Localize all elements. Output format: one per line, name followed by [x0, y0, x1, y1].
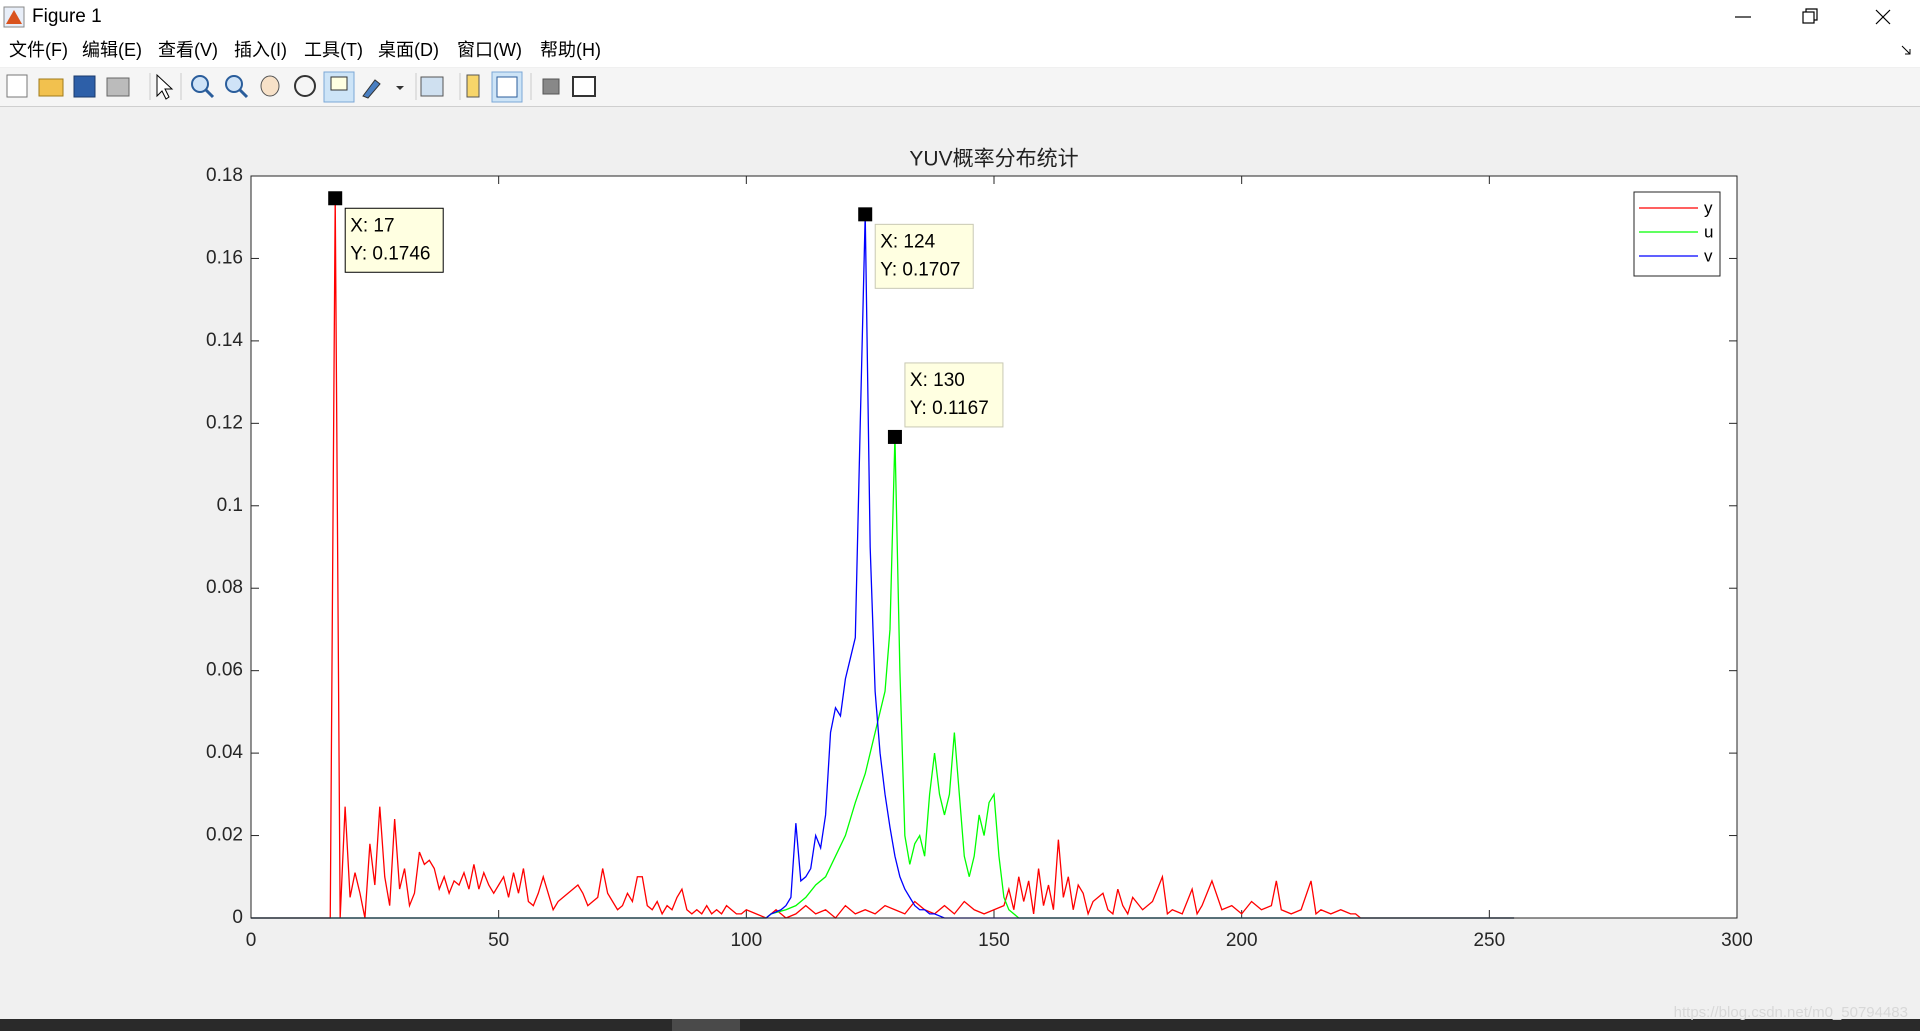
x-tick-label: 100	[730, 930, 762, 951]
menu-dock-arrow[interactable]	[1901, 45, 1911, 55]
y-tick-label: 0	[232, 907, 243, 928]
taskbar	[0, 1019, 1920, 1031]
y-tick-label: 0.14	[206, 330, 243, 351]
datatip-text: Y: 0.1707	[880, 259, 960, 280]
x-tick-label: 250	[1473, 930, 1505, 951]
close-button[interactable]	[1875, 9, 1891, 25]
y-tick-label: 0.16	[206, 247, 243, 268]
x-tick-label: 50	[488, 930, 509, 951]
x-tick-label: 150	[978, 930, 1010, 951]
y-tick-label: 0.12	[206, 412, 243, 433]
datatip-box	[344, 207, 444, 273]
rotate-icon[interactable]	[294, 75, 316, 97]
taskbar-item[interactable]	[672, 1019, 740, 1031]
menu-item[interactable]: 窗口(W)	[457, 40, 522, 60]
chart-title: YUV概率分布统计	[909, 148, 1078, 171]
series-line	[251, 214, 1515, 919]
datatip-box	[904, 362, 1004, 428]
y-tick-label: 0.06	[206, 660, 243, 681]
show-tools-icon[interactable]	[572, 76, 596, 97]
legend-box	[1633, 191, 1721, 277]
print-icon[interactable]	[106, 77, 130, 97]
axes-background	[251, 176, 1737, 918]
x-tick-label: 200	[1226, 930, 1258, 951]
menu-item[interactable]: 帮助(H)	[540, 40, 601, 60]
open-icon[interactable]	[38, 78, 64, 97]
legend-label: y	[1704, 198, 1713, 217]
y-tick-label: 0.1	[217, 495, 243, 516]
menu-items: 文件(F) 编辑(E) 查看(V) 插入(I) 工具(T) 桌面(D) 窗口(W) 帮助(H)	[9, 40, 601, 60]
restore-button[interactable]	[1802, 8, 1818, 24]
menu-item[interactable]: 插入(I)	[234, 40, 287, 60]
legend-label: u	[1704, 222, 1713, 241]
datatip-marker	[858, 207, 873, 222]
x-tick-label: 0	[246, 930, 257, 951]
zoom-in-icon[interactable]	[191, 75, 215, 99]
menu-bar	[0, 34, 1920, 67]
series-line	[251, 198, 1515, 919]
datatip-text: Y: 0.1167	[910, 398, 989, 419]
title-bar	[0, 0, 1920, 34]
app-icon	[3, 6, 25, 28]
y-tick-label: 0.18	[206, 165, 243, 186]
x-tick-label: 300	[1721, 930, 1753, 951]
y-tick-label: 0.02	[206, 825, 243, 846]
plot: 0 50 100 150 200 250 300 0 0.02 0.04 0.06 0.08 0.1 0.…	[206, 165, 1753, 951]
menu-item[interactable]: 桌面(D)	[378, 40, 439, 60]
datatip-marker	[887, 429, 902, 444]
menu-item[interactable]: 文件(F)	[9, 40, 68, 60]
colorbar-icon[interactable]	[466, 74, 480, 98]
hide-tools-icon[interactable]	[542, 78, 560, 95]
datatip-text: Y: 0.1746	[350, 243, 430, 264]
pan-icon[interactable]	[260, 75, 280, 97]
datatip-text: X: 130	[910, 370, 965, 391]
new-icon[interactable]	[6, 74, 28, 98]
y-tick-label: 0.08	[206, 577, 243, 598]
series-line	[251, 436, 1515, 919]
toolbar-icons	[6, 71, 596, 103]
datatip-box	[874, 223, 974, 289]
toolbar	[0, 68, 1920, 106]
axes-box	[250, 175, 1738, 919]
pointer-icon[interactable]	[156, 73, 174, 100]
watermark: https://blog.csdn.net/m0_50794483	[1674, 1004, 1908, 1021]
datatip-text: X: 124	[880, 231, 935, 252]
brush-icon[interactable]	[362, 79, 381, 99]
menu-item[interactable]: 编辑(E)	[82, 40, 142, 60]
datatip-marker	[328, 191, 343, 206]
save-icon[interactable]	[73, 75, 96, 98]
datatip-text: X: 17	[350, 215, 394, 236]
menu-item[interactable]: 工具(T)	[304, 40, 363, 60]
zoom-out-icon[interactable]	[225, 75, 249, 99]
menu-item[interactable]: 查看(V)	[158, 40, 218, 60]
link-icon[interactable]	[420, 76, 444, 97]
window-title: Figure 1	[32, 6, 102, 27]
legend-label: v	[1704, 246, 1713, 265]
y-tick-label: 0.04	[206, 742, 243, 763]
